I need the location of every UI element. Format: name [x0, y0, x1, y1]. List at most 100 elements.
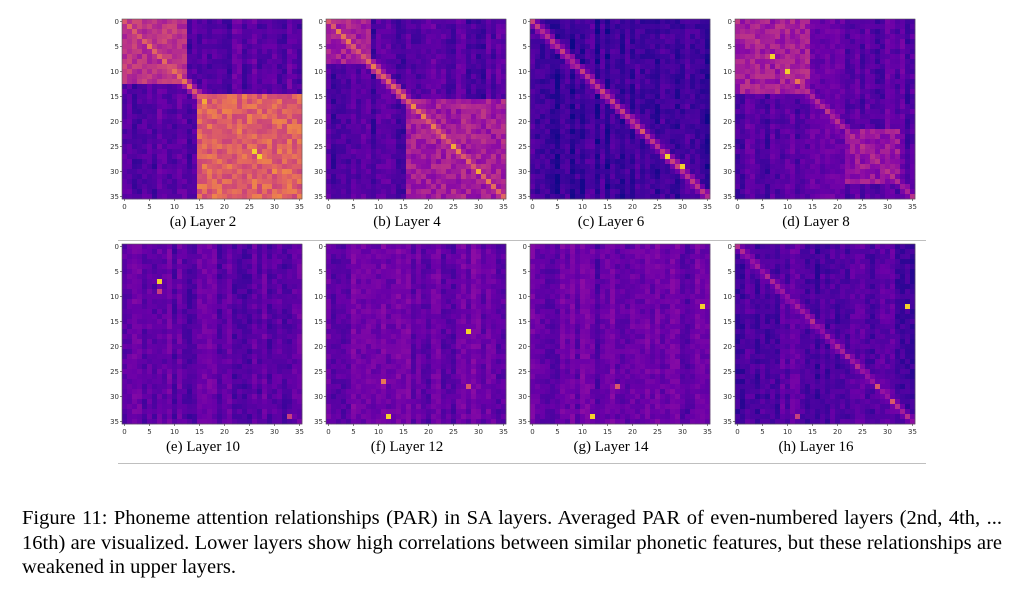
heatmap-cell	[282, 59, 288, 65]
heatmap-cell	[242, 79, 248, 85]
heatmap-cell	[127, 164, 133, 170]
heatmap-cell	[910, 134, 916, 140]
heatmap-cell	[885, 89, 891, 95]
heatmap-cell	[565, 154, 571, 160]
heatmap-cell	[411, 19, 417, 25]
heatmap-cell	[680, 69, 686, 75]
heatmap-cell	[132, 29, 138, 35]
heatmap-cell	[147, 94, 153, 100]
heatmap-cell	[396, 69, 402, 75]
heatmap-cell	[341, 114, 347, 120]
heatmap-cell	[555, 109, 561, 115]
heatmap-cell	[820, 94, 826, 100]
y-tick-label: 25	[518, 143, 527, 151]
heatmap-cell	[356, 189, 362, 195]
heatmap-cell	[232, 79, 238, 85]
heatmap-cell	[825, 144, 831, 150]
heatmap-cell	[785, 84, 791, 90]
heatmap-cell	[456, 94, 462, 100]
heatmap-cell	[486, 94, 492, 100]
heatmap-cell	[376, 119, 382, 125]
heatmap-cell	[745, 44, 751, 50]
heatmap-cell	[865, 109, 871, 115]
heatmap-cell	[341, 19, 347, 25]
heatmap-cell	[371, 119, 377, 125]
heatmap-cell	[132, 24, 138, 30]
heatmap-cell	[760, 54, 766, 60]
heatmap-cell	[391, 134, 397, 140]
heatmap-cell	[845, 84, 851, 90]
heatmap-cell	[137, 184, 143, 190]
heatmap-cell	[212, 44, 218, 50]
heatmap-cell	[421, 194, 427, 200]
heatmap-cell	[132, 189, 138, 195]
heatmap-cell	[456, 164, 462, 170]
heatmap-cell	[267, 139, 273, 145]
heatmap-cell	[825, 34, 831, 40]
heatmap-cell	[650, 49, 656, 55]
heatmap-cell	[675, 49, 681, 55]
heatmap-cell	[292, 69, 298, 75]
heatmap-cell	[740, 19, 746, 25]
heatmap-cell	[262, 134, 268, 140]
heatmap-cell	[471, 149, 477, 155]
heatmap-cell	[441, 129, 447, 135]
heatmap-cell	[825, 154, 831, 160]
heatmap-cell	[242, 84, 248, 90]
heatmap-cell	[157, 189, 163, 195]
heatmap-cell	[222, 164, 228, 170]
heatmap-cell	[765, 44, 771, 50]
heatmap-cell	[740, 134, 746, 140]
heatmap-cell	[785, 74, 791, 80]
heatmap-cell	[122, 69, 128, 75]
heatmap-cell	[825, 59, 831, 65]
heatmap-cell	[436, 104, 442, 110]
heatmap-cell	[446, 44, 452, 50]
heatmap-cell	[381, 79, 387, 85]
heatmap-cell	[331, 179, 337, 185]
heatmap-cell	[660, 19, 666, 25]
heatmap-cell	[346, 34, 352, 40]
heatmap-cell	[331, 49, 337, 55]
heatmap-cell	[685, 64, 691, 70]
heatmap-cell	[197, 39, 203, 45]
heatmap-cell	[790, 94, 796, 100]
heatmap-cell	[436, 59, 442, 65]
heatmap-cell	[147, 114, 153, 120]
heatmap-cell	[910, 94, 916, 100]
heatmap-cell	[770, 29, 776, 35]
heatmap-cell	[775, 94, 781, 100]
heatmap-cell	[885, 114, 891, 120]
heatmap-cell	[451, 64, 457, 70]
heatmap-cell	[835, 49, 841, 55]
heatmap-cell	[267, 59, 273, 65]
heatmap-cell	[895, 49, 901, 55]
heatmap-cell	[456, 139, 462, 145]
heatmap-cell	[680, 194, 686, 200]
heatmap-cell	[830, 74, 836, 80]
heatmap-cell	[590, 84, 596, 90]
heatmap-cell	[870, 84, 876, 90]
heatmap-cell	[590, 19, 596, 25]
heatmap-cell	[142, 109, 148, 115]
heatmap-cell	[585, 119, 591, 125]
heatmap-cell	[232, 54, 238, 60]
heatmap-cell	[610, 174, 616, 180]
heatmap-cell	[366, 159, 372, 165]
heatmap-cell	[595, 169, 601, 175]
heatmap-cell	[277, 54, 283, 60]
heatmap-cell	[845, 79, 851, 85]
heatmap-cell	[575, 99, 581, 105]
heatmap-cell	[670, 34, 676, 40]
heatmap-cell	[755, 114, 761, 120]
heatmap-cell	[182, 74, 188, 80]
heatmap-cell	[550, 59, 556, 65]
heatmap-cell	[740, 114, 746, 120]
heatmap-cell	[855, 149, 861, 155]
heatmap-cell	[850, 29, 856, 35]
heatmap-cell	[376, 39, 382, 45]
heatmap-cell	[865, 129, 871, 135]
heatmap-cell	[277, 94, 283, 100]
heatmap-cell	[550, 104, 556, 110]
heatmap-cell	[371, 49, 377, 55]
